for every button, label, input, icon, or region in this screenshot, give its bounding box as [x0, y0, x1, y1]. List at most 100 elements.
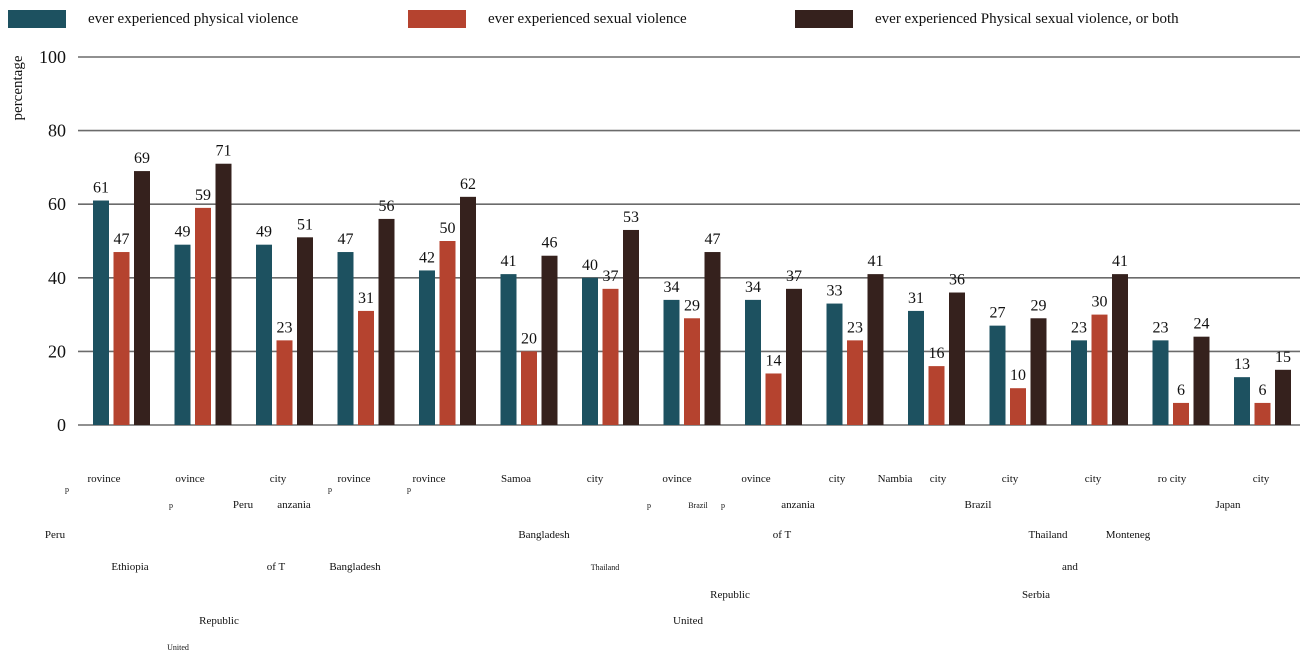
data-label: 41	[1112, 253, 1128, 270]
legend-item-both: ever experienced Physical sexual violenc…	[795, 10, 1179, 28]
legend-item-physical: ever experienced physical violence	[8, 10, 298, 28]
bar	[1112, 274, 1128, 425]
data-label: 50	[440, 220, 456, 237]
data-label: 30	[1092, 294, 1108, 311]
y-tick-label: 20	[48, 341, 66, 361]
bar	[786, 288, 802, 425]
bar	[439, 241, 456, 425]
data-label: 33	[827, 283, 843, 300]
data-label: 51	[297, 216, 313, 233]
x-category-label: city	[1002, 473, 1019, 485]
data-label: 46	[542, 235, 558, 252]
data-label: 23	[277, 319, 293, 336]
data-label: 29	[684, 297, 700, 314]
bar	[195, 207, 211, 425]
data-label: 6	[1259, 382, 1267, 399]
legend-swatch-both	[795, 10, 853, 28]
legend-label-sexual: ever experienced sexual violence	[488, 10, 687, 27]
bar	[113, 252, 130, 425]
x-category-label: Serbia	[1022, 589, 1050, 601]
legend-label-physical: ever experienced physical violence	[88, 10, 299, 27]
data-label: 53	[623, 209, 639, 226]
bar	[704, 252, 721, 425]
legend-label-both: ever experienced Physical sexual violenc…	[875, 10, 1179, 27]
y-tick-label: 60	[48, 194, 66, 214]
x-category-label: ovince	[662, 473, 691, 485]
legend-item-sexual: ever experienced sexual violence	[408, 10, 687, 28]
bar	[521, 351, 537, 425]
data-label: 42	[419, 249, 435, 266]
bar	[500, 274, 517, 425]
data-label: 47	[338, 231, 354, 248]
x-category-label: of T	[773, 529, 792, 541]
x-category-label: Brazil	[965, 499, 992, 511]
data-label: 41	[501, 253, 517, 270]
bar	[928, 366, 945, 425]
bar	[602, 288, 619, 425]
data-label: 34	[664, 279, 680, 296]
data-label: 29	[1031, 297, 1047, 314]
bar	[460, 196, 476, 425]
x-category-label: anzania	[781, 499, 815, 511]
bar	[949, 292, 965, 425]
bar	[847, 340, 863, 425]
x-category-label: ovince	[175, 473, 204, 485]
x-category-label: Brazil	[688, 501, 708, 510]
chart-legend: ever experienced physical violence ever …	[0, 10, 1300, 38]
bar	[1152, 340, 1169, 425]
bar	[684, 318, 700, 425]
x-category-label: Monteneg	[1106, 529, 1151, 541]
data-label: 47	[705, 231, 721, 248]
x-category-label: United	[167, 643, 189, 652]
x-category-label: p	[328, 485, 332, 494]
x-category-label: ro city	[1158, 473, 1187, 485]
bar	[174, 244, 191, 425]
data-label: 69	[134, 150, 150, 167]
legend-swatch-physical	[8, 10, 66, 28]
x-category-label: United	[673, 615, 703, 627]
data-label: 10	[1010, 367, 1026, 384]
data-label: 31	[358, 290, 374, 307]
data-label: 62	[460, 176, 476, 193]
x-category-label: Samoa	[501, 473, 531, 485]
bar	[1234, 377, 1250, 425]
x-category-label: Republic	[710, 589, 750, 601]
data-label: 37	[786, 268, 802, 285]
data-label: 23	[1071, 319, 1087, 336]
x-category-label: city	[1085, 473, 1102, 485]
x-category-label: anzania	[277, 499, 311, 511]
x-category-label: Ethiopia	[111, 561, 148, 573]
bar	[358, 310, 374, 425]
x-category-label: city	[829, 473, 846, 485]
x-category-label: Japan	[1215, 499, 1241, 511]
data-label: 15	[1275, 349, 1291, 366]
x-category-label: p	[721, 501, 725, 510]
data-label: 47	[114, 231, 130, 248]
y-tick-label: 80	[48, 121, 66, 141]
x-category-label: city	[930, 473, 947, 485]
x-category-label: Peru	[45, 529, 66, 541]
bar	[134, 171, 150, 425]
bar	[765, 373, 782, 425]
bar	[745, 299, 761, 425]
data-label: 27	[990, 305, 1006, 322]
x-category-label: city	[270, 473, 287, 485]
data-label: 23	[1153, 319, 1169, 336]
bar	[1275, 369, 1291, 425]
x-category-label: Nambia	[878, 473, 913, 485]
bar	[1193, 336, 1210, 425]
x-category-label: city	[1253, 473, 1270, 485]
bar	[989, 325, 1006, 425]
x-category-label: p	[407, 485, 411, 494]
bar	[297, 237, 313, 425]
data-label: 71	[216, 143, 232, 160]
data-label: 40	[582, 257, 598, 274]
bar	[1091, 314, 1108, 425]
bar	[215, 163, 232, 425]
x-category-label: Republic	[199, 615, 239, 627]
x-category-label: p	[169, 501, 173, 510]
data-label: 49	[175, 224, 191, 241]
bar	[256, 244, 272, 425]
x-category-label: Thailand	[1028, 529, 1068, 541]
